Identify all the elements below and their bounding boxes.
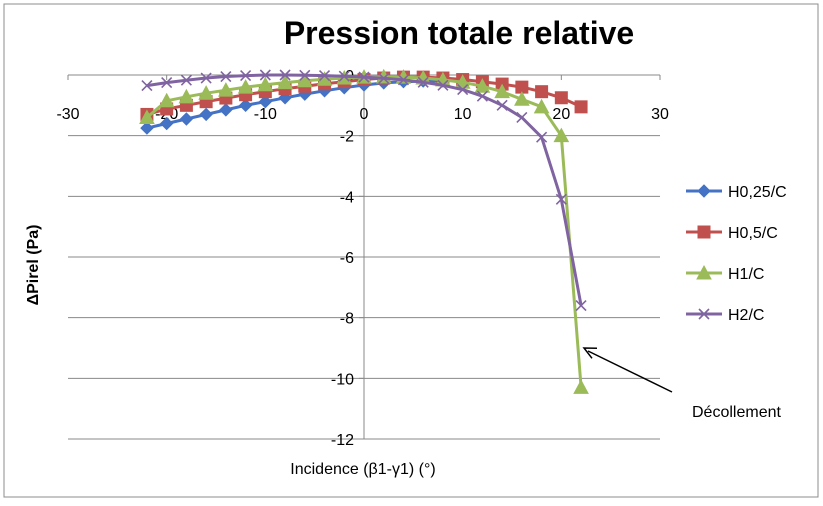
legend-label: H2/C: [728, 307, 764, 324]
data-point: [299, 69, 311, 81]
series-4: [141, 69, 587, 312]
legend-entry: H1/C: [686, 264, 764, 283]
data-point: [200, 72, 212, 84]
legend-entry: H0,25/C: [686, 184, 787, 201]
data-point: [474, 78, 491, 93]
legend-label: H1/C: [728, 266, 764, 283]
data-point: [417, 76, 429, 88]
y-tick-label: -6: [340, 250, 354, 267]
annotation-arrow: [587, 350, 673, 393]
data-point: [158, 92, 175, 108]
x-axis-label: Incidence (β1-γ1) (°): [290, 461, 435, 478]
data-point: [279, 69, 291, 81]
data-point: [139, 109, 155, 124]
data-point: [161, 77, 173, 89]
data-point: [696, 264, 712, 280]
legend-label: H0,5/C: [728, 225, 778, 242]
data-point: [378, 72, 390, 84]
data-point: [555, 193, 567, 205]
legend-entry: H0,5/C: [686, 225, 778, 242]
legend-entry: H2/C: [686, 307, 764, 324]
x-tick-label: 20: [552, 106, 570, 123]
annotation-label: Décollement: [692, 404, 781, 421]
x-tick-label: 0: [360, 106, 369, 123]
data-point: [179, 112, 194, 126]
data-point: [180, 74, 192, 86]
data-point: [199, 107, 213, 122]
annotation-layer: Décollement: [582, 347, 781, 421]
data-point: [178, 88, 195, 104]
data-point: [574, 100, 588, 114]
x-tick-label: -10: [254, 106, 277, 123]
data-point: [553, 127, 570, 143]
y-axis-label: ΔPirel (Pa): [25, 225, 42, 306]
series-layer: [139, 68, 589, 394]
data-point: [533, 98, 550, 114]
legend: H0,25/C H0,5/C H1/C H2/C: [686, 184, 787, 324]
data-point: [259, 69, 271, 81]
data-point: [494, 83, 510, 99]
annotation-arrowhead: [582, 347, 598, 359]
chart-border: [3, 3, 819, 498]
data-point: [238, 98, 253, 113]
data-point: [457, 83, 469, 96]
y-tick-label: -4: [340, 189, 354, 206]
x-tick-label: -30: [56, 106, 79, 123]
data-point: [220, 70, 232, 83]
data-point: [514, 91, 530, 106]
x-tick-label: 10: [454, 106, 472, 123]
data-point: [476, 90, 488, 102]
data-point: [318, 70, 331, 82]
y-tick-label: -10: [331, 371, 354, 388]
data-point: [554, 91, 568, 105]
legend-label: H0,25/C: [728, 184, 787, 201]
data-point: [338, 70, 350, 82]
data-point: [277, 74, 293, 90]
data-point: [218, 82, 234, 97]
chart-title: Pression totale relative: [284, 15, 634, 51]
series-line: [146, 79, 443, 130]
data-point: [257, 76, 274, 92]
data-point: [516, 111, 528, 124]
data-point: [536, 131, 548, 143]
y-tick-label: -2: [340, 129, 354, 146]
data-point: [258, 94, 273, 109]
data-point: [198, 85, 214, 100]
data-point: [237, 79, 254, 94]
data-point: [219, 103, 233, 117]
x-tick-label: 30: [651, 106, 669, 123]
data-point: [575, 299, 587, 312]
data-point: [140, 121, 154, 135]
axis-layer: -30-20-1001020300-2-4-6-8-10-12: [56, 68, 669, 449]
data-point: [358, 71, 370, 83]
data-point: [496, 99, 508, 111]
y-tick-label: -8: [340, 311, 354, 328]
data-point: [535, 85, 549, 99]
data-point: [697, 225, 711, 239]
data-point: [240, 70, 252, 82]
y-tick-label: -12: [331, 432, 354, 449]
data-point: [141, 80, 153, 92]
data-point: [437, 79, 449, 91]
data-point: [573, 379, 589, 394]
data-point: [697, 184, 711, 198]
data-point: [296, 72, 313, 88]
data-point: [159, 116, 174, 131]
data-point: [698, 308, 710, 320]
data-point: [397, 74, 410, 86]
